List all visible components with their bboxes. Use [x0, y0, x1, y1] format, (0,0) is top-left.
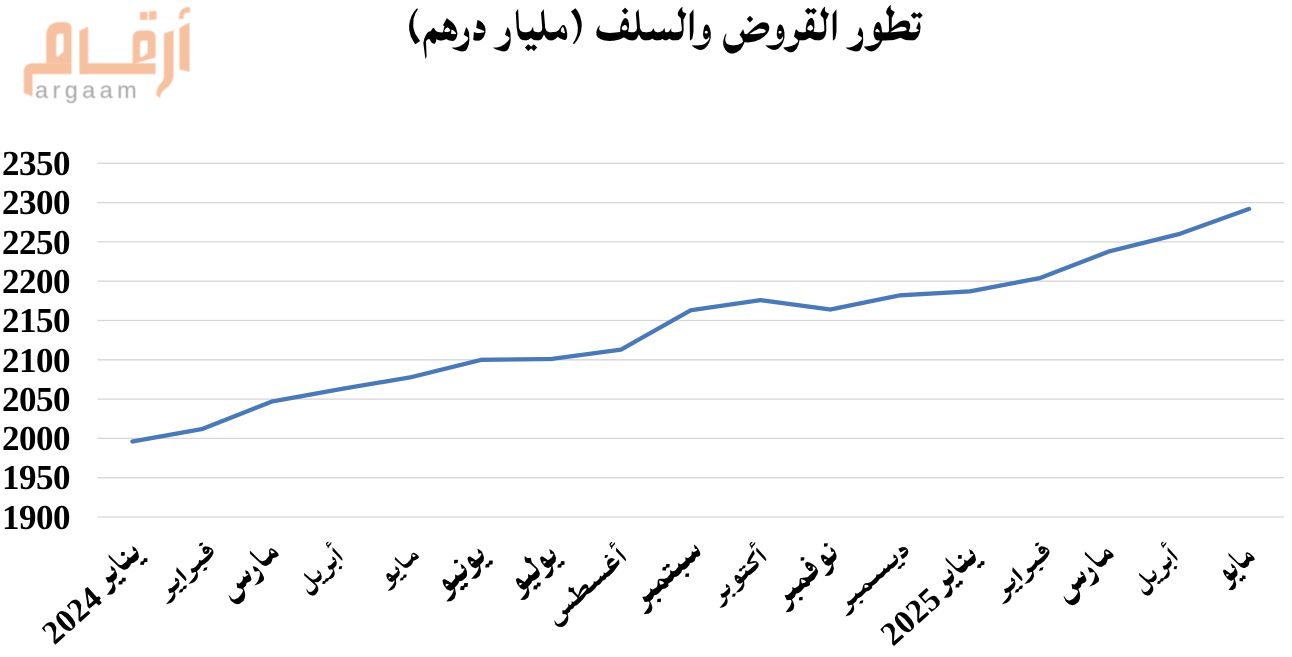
- svg-text:argaam: argaam: [35, 77, 141, 103]
